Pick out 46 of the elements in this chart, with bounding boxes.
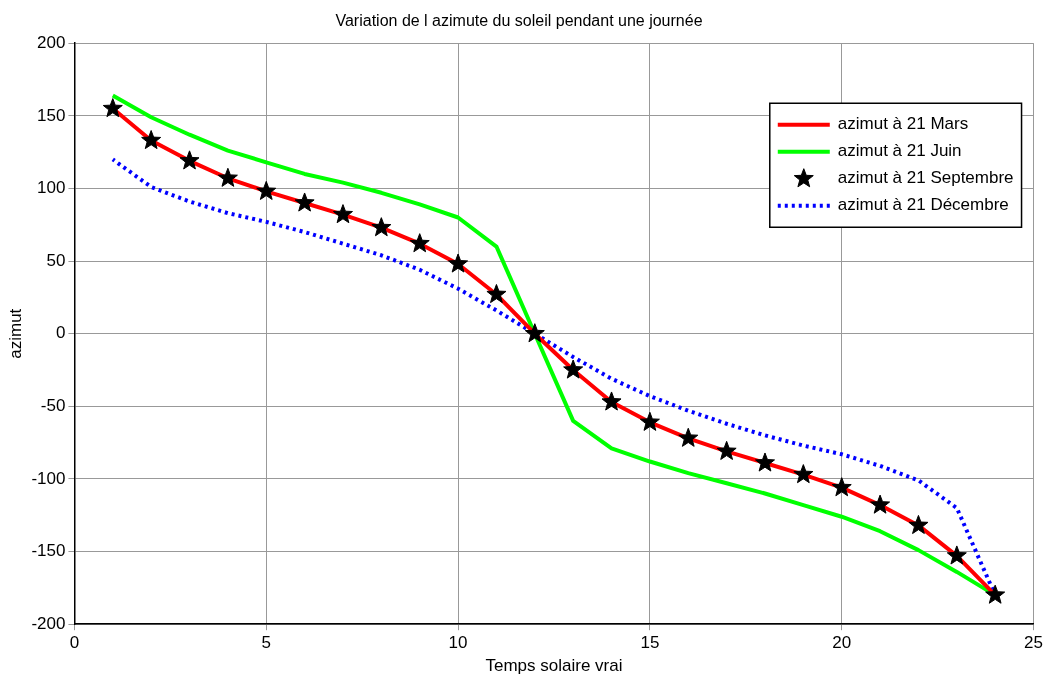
- x-tick-label: 0: [69, 633, 80, 653]
- y-tick-label: -100: [31, 468, 66, 488]
- x-tick-label: 15: [640, 633, 660, 653]
- chart-title: Variation de l azimute du soleil pendant une journée: [335, 12, 703, 30]
- point: [639, 411, 660, 431]
- point: [332, 204, 353, 224]
- point: [486, 283, 507, 304]
- point: [448, 253, 469, 273]
- y-tick-label: 100: [37, 178, 66, 198]
- point: [946, 545, 967, 565]
- point: [371, 217, 392, 237]
- point: [294, 192, 315, 212]
- y-tick-label: 50: [46, 250, 66, 270]
- point: [102, 98, 123, 118]
- point: [793, 464, 814, 484]
- legend-label: azimut à 21 Juin: [837, 141, 962, 161]
- point: [601, 391, 622, 411]
- point: [870, 494, 891, 514]
- point: [524, 323, 545, 343]
- point: [716, 440, 737, 460]
- y-axis-title: azimut: [5, 308, 25, 359]
- y-tick-label: 0: [55, 323, 66, 343]
- y-tick-label: -200: [31, 613, 66, 633]
- legend-label: azimut à 21 Décembre: [837, 195, 1009, 215]
- x-axis-title: Temps solaire vrai: [485, 656, 623, 676]
- x-tick-label: 20: [832, 633, 852, 653]
- point: [217, 167, 238, 187]
- x-tick-label: 5: [261, 633, 271, 653]
- point: [141, 130, 162, 150]
- legend-label: azimut à 21 Septembre: [837, 168, 1014, 188]
- y-tick-label: 150: [37, 105, 66, 125]
- y-tick-label: -150: [31, 541, 66, 561]
- point: [179, 150, 200, 170]
- point: [908, 514, 929, 535]
- point: [678, 427, 699, 447]
- point: [754, 452, 775, 472]
- point: [831, 477, 852, 497]
- y-tick-label: 200: [37, 32, 66, 52]
- x-tick-label: 10: [448, 633, 468, 653]
- point: [563, 359, 584, 379]
- x-tick-label: 25: [1024, 633, 1044, 653]
- legend-label: azimut à 21 Mars: [837, 114, 969, 134]
- y-tick-label: -50: [40, 396, 66, 416]
- point: [409, 233, 430, 253]
- point: [985, 584, 1006, 604]
- point: [256, 180, 277, 200]
